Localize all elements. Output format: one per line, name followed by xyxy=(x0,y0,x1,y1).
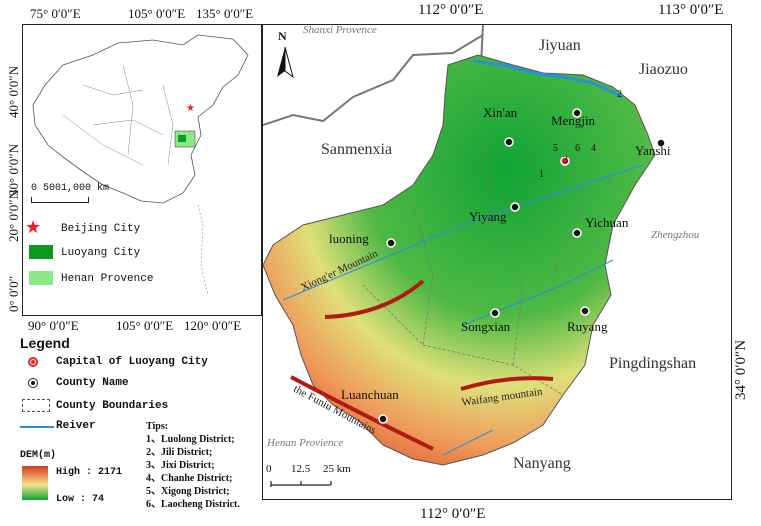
region-sanmenxia: Sanmenxia xyxy=(321,141,393,158)
north-label: N xyxy=(278,29,287,43)
inset-scale-label: 0 5001,000 km xyxy=(31,183,110,194)
beijing-mark: ★ xyxy=(186,103,195,114)
inset-bottom-coord-3: 120° 0′0″E xyxy=(184,318,242,333)
luoyang-swatch xyxy=(29,245,53,259)
county-yanshi: Yanshi xyxy=(635,143,671,158)
star-icon: ★ xyxy=(25,217,42,237)
label-shanxi: Shanxi Provence xyxy=(303,24,377,36)
main-top-coord-1: 112° 0′0″E xyxy=(418,2,484,18)
main-map-frame: N Shanxi Provence Zhengzhou Henan Provie… xyxy=(262,24,732,500)
inset-left-coord-4: 0° 0′0″ xyxy=(6,275,21,312)
luoyang-area xyxy=(178,135,186,142)
river-line xyxy=(20,426,54,428)
label-zhengzhou: Zhengzhou xyxy=(651,229,700,241)
inset-top-coord-3: 135° 0′0″E xyxy=(196,6,254,21)
legend-boundary-label: County Boundaries xyxy=(56,400,169,412)
county-ruyang: Ruyang xyxy=(567,319,608,334)
tip-2: 2、Jili District; xyxy=(146,447,213,458)
henan-swatch xyxy=(29,271,53,285)
inset-bottom-coord-1: 90° 0′0″E xyxy=(28,318,79,333)
tip-1: 1、Luolong District; xyxy=(146,434,235,445)
region-jiyuan: Jiyuan xyxy=(539,37,581,54)
county-xinan: Xin'an xyxy=(483,105,518,120)
main-right-coord: 34° 0′0″N xyxy=(733,339,749,400)
district-3: 3 xyxy=(563,155,568,166)
dem-title: DEM(m) xyxy=(20,450,57,461)
scale-tick-1: 12.5 xyxy=(291,463,311,475)
county-mengjin: Mengjin xyxy=(551,113,596,128)
main-bottom-coord: 112° 0′0″E xyxy=(420,506,486,522)
scale-tick-0: 0 xyxy=(266,463,272,475)
tip-6: 6、Laocheng District. xyxy=(146,499,240,510)
inset-bottom-coord-2: 105° 0′0″E xyxy=(116,318,174,333)
inset-left-coord-1: 40° 0′0″N xyxy=(6,65,21,118)
region-pingdingshan: Pingdingshan xyxy=(609,355,697,372)
county-luoning: luoning xyxy=(329,231,369,246)
tips-title: Tips: xyxy=(146,421,169,432)
region-nanyang: Nanyang xyxy=(513,455,571,472)
district-2: 2 xyxy=(617,89,622,100)
tip-5: 5、Xigong District; xyxy=(146,486,230,497)
inset-map-frame: ★ 0 5001,000 km ★ Beijing City Luoyang C… xyxy=(22,24,262,316)
dem-high: High : 2171 xyxy=(56,467,123,478)
tips-block: Tips: 1、Luolong District; 2、Jili Distric… xyxy=(146,420,240,511)
county-luanchuan: Luanchuan xyxy=(341,387,399,402)
county-icon-dot xyxy=(31,381,35,385)
capital-icon-dot xyxy=(31,360,35,364)
region-jiaozuo: Jiaozuo xyxy=(639,61,688,78)
inset-legend-henan: Henan Provence xyxy=(61,273,154,285)
county-songxian: Songxian xyxy=(461,319,511,334)
inset-top-coord-2: 105° 0′0″E xyxy=(128,6,186,21)
county-yiyang: Yiyang xyxy=(469,209,507,224)
dem-gradient xyxy=(22,466,48,500)
scale-tick-2: 25 km xyxy=(323,463,351,475)
district-5: 5 xyxy=(553,143,558,154)
china-outline: ★ xyxy=(32,34,249,296)
county-yichuan: Yichuan xyxy=(585,215,629,230)
tip-4: 4、Chanhe District; xyxy=(146,473,233,484)
legend-river-label: Reiver xyxy=(56,420,96,432)
main-top-coord-2: 113° 0′0″E xyxy=(658,2,724,18)
legend-capital-label: Capital of Luoyang City xyxy=(56,356,208,368)
capital-marker xyxy=(560,156,570,166)
dem-map xyxy=(263,25,666,487)
legend-title: Legend xyxy=(20,335,70,351)
district-4: 4 xyxy=(591,143,596,154)
inset-legend-beijing: Beijing City xyxy=(61,223,141,235)
inset-top-coord-1: 75° 0′0″E xyxy=(30,6,81,21)
tip-3: 3、Jixi District; xyxy=(146,460,215,471)
dem-low: Low : 74 xyxy=(56,494,105,505)
legend-county-label: County Name xyxy=(56,377,129,389)
boundary-swatch xyxy=(22,399,50,412)
district-1: 1 xyxy=(539,169,544,180)
inset-legend-luoyang: Luoyang City xyxy=(61,247,141,259)
district-6: 6 xyxy=(575,143,580,154)
inset-scale-bar xyxy=(31,197,89,203)
inset-left-coord-3: 20° 0′0″N xyxy=(6,189,21,242)
label-henan: Henan Provience xyxy=(267,437,344,449)
inset-left-coord-2: 30° 0′0″N xyxy=(6,143,21,196)
